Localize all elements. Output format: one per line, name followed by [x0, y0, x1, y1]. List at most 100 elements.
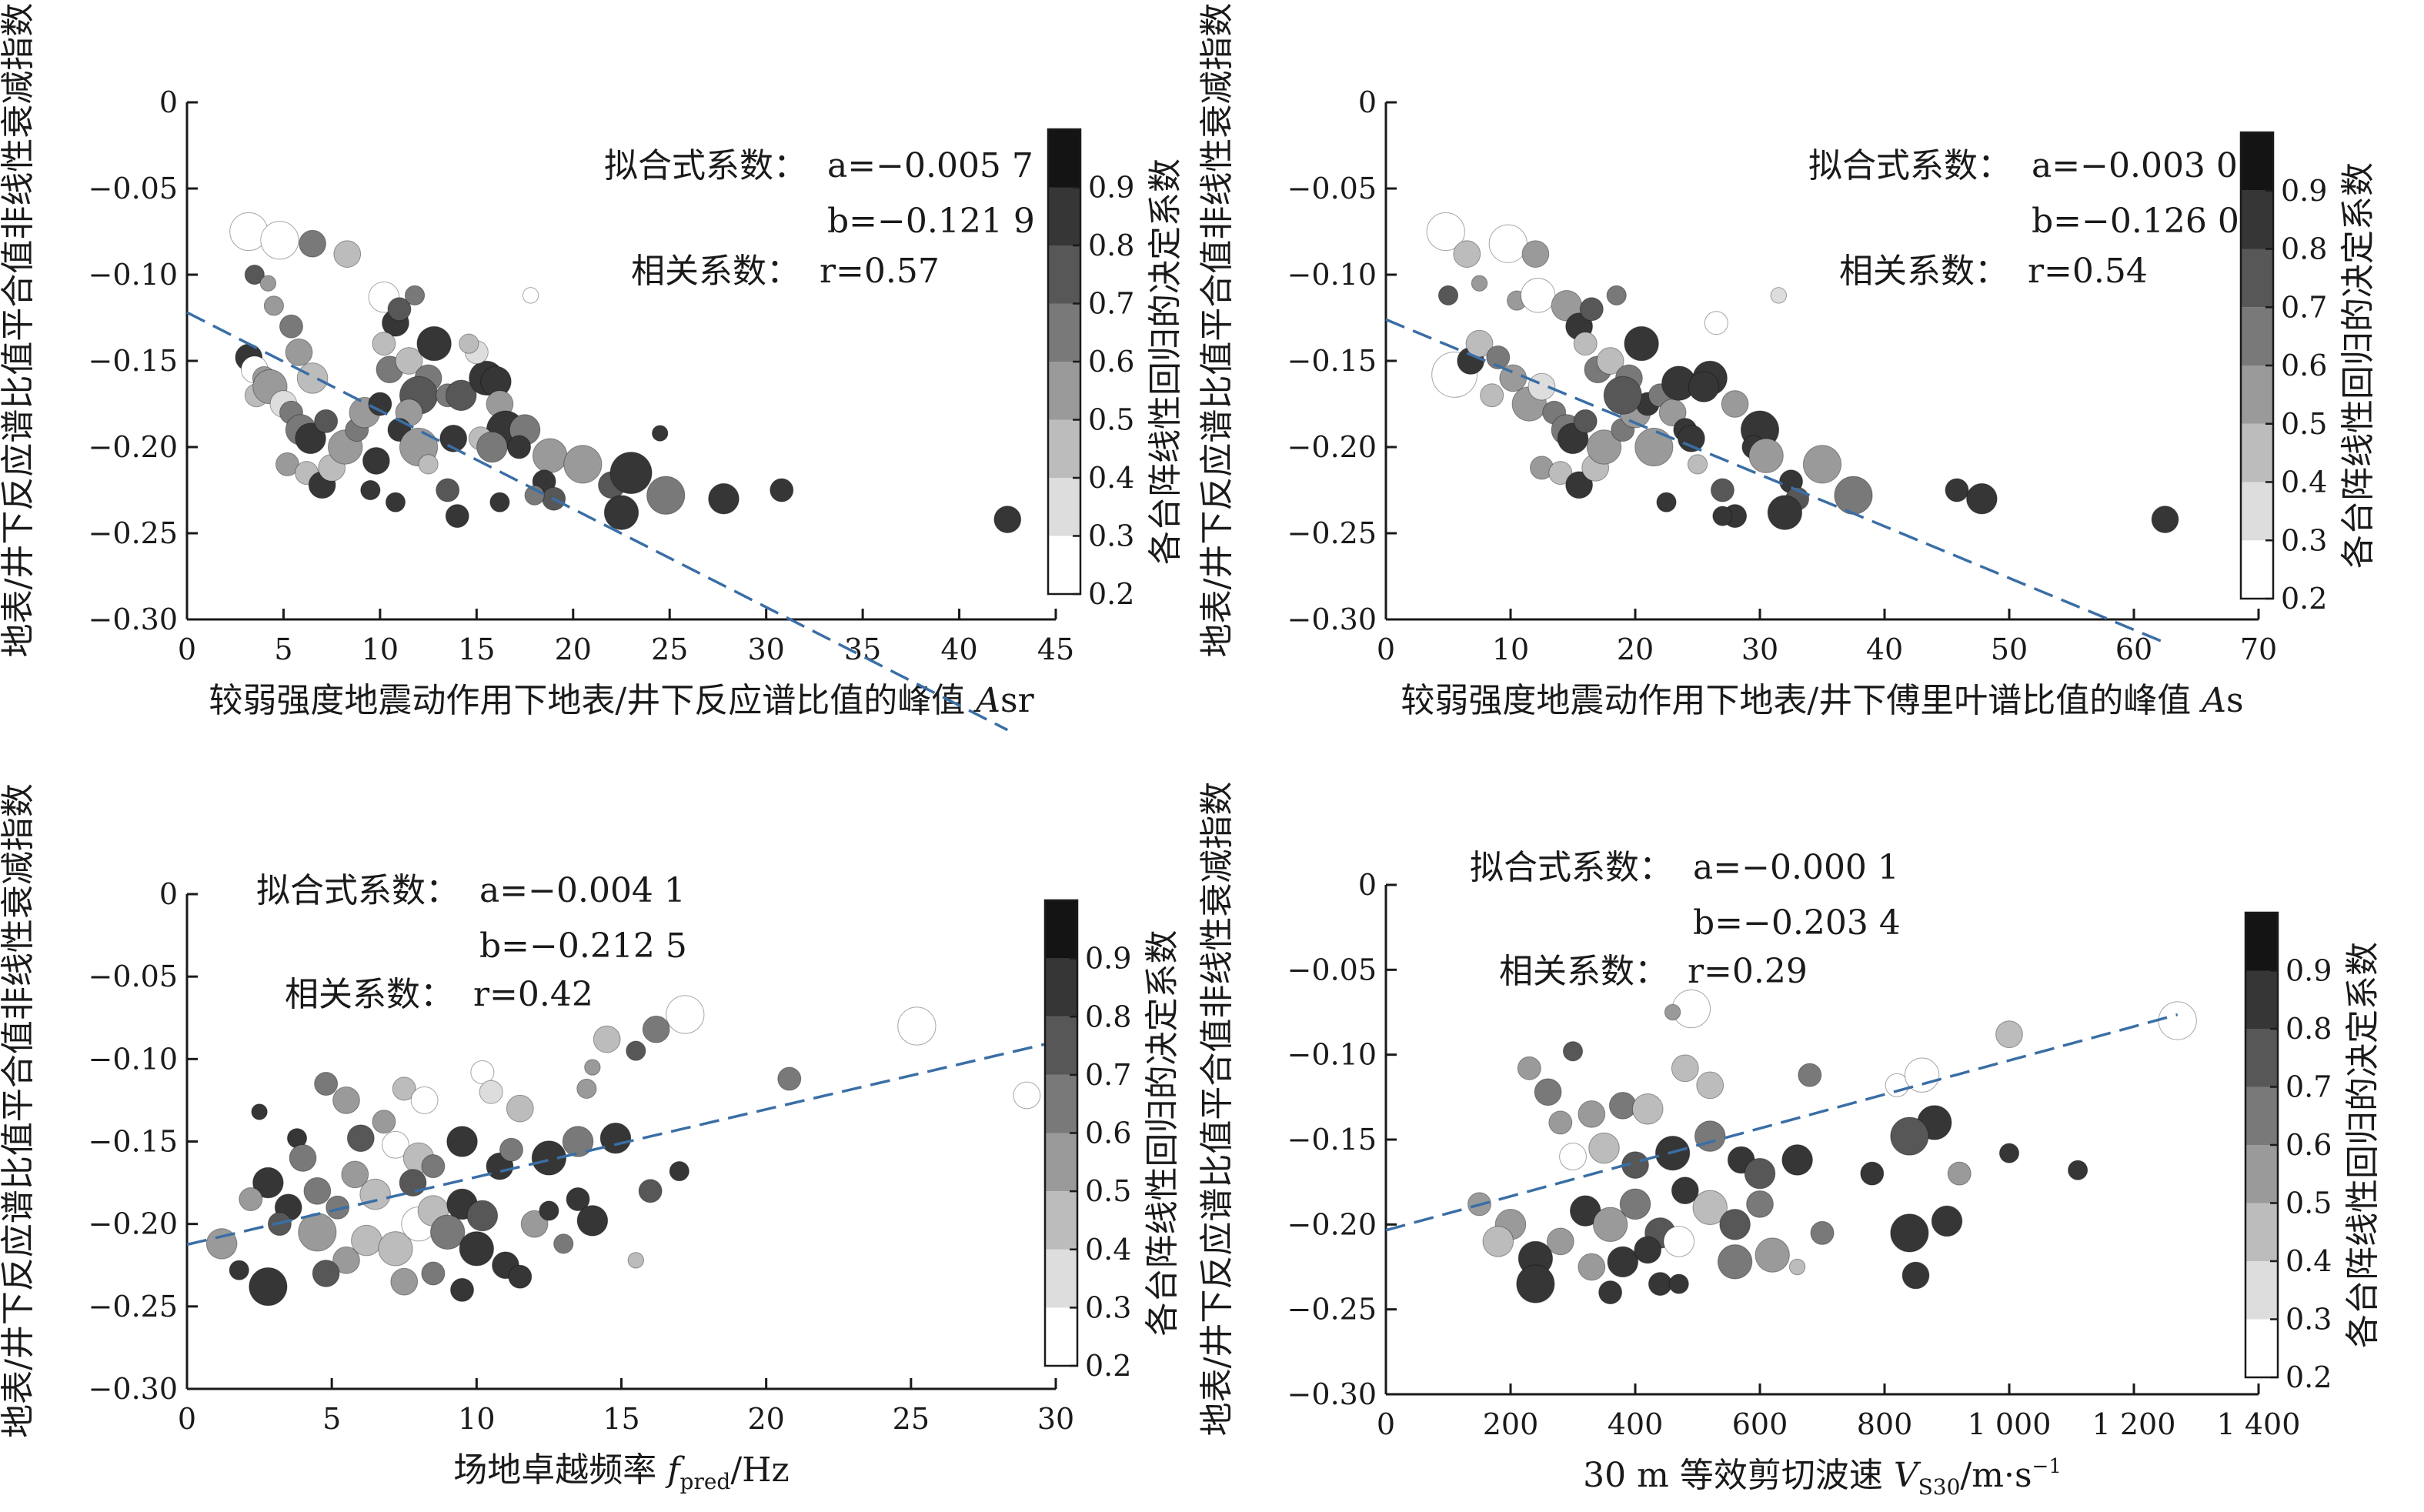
data-point — [439, 424, 468, 452]
colorbar-tick-label: 0.3 — [1085, 1290, 1131, 1324]
data-point — [1671, 1054, 1699, 1083]
correlation-label: 相关系数： — [285, 975, 454, 1014]
x-tick-label: 70 — [2240, 633, 2277, 666]
panel-4: 0−0.05−0.10−0.15−0.20−0.25−0.300 200 400 60… — [1197, 782, 2382, 1500]
data-point — [1573, 409, 1598, 433]
data-point — [436, 478, 460, 502]
x-tick-label: 800 — [1857, 1407, 1913, 1441]
data-point — [1546, 1227, 1574, 1256]
data-point — [1534, 1078, 1562, 1106]
data-point — [603, 495, 639, 530]
data-point — [638, 1179, 663, 1203]
data-point — [2151, 506, 2179, 533]
data-point — [593, 1025, 621, 1053]
colorbar-segment — [2241, 132, 2273, 191]
colorbar-segment — [2241, 365, 2273, 424]
data-point — [416, 325, 452, 362]
y-axis-label: 地表/井下反应谱比值平合值非线性衰减指数 — [1197, 3, 1237, 658]
data-point — [392, 1076, 416, 1101]
y-axis-label: 地表/井下反应谱比值平合值非线性衰减指数 — [0, 783, 38, 1438]
colorbar-segment — [2241, 307, 2273, 365]
fit-coefficient-b: b=−0.126 0 — [2032, 202, 2239, 241]
data-point — [1608, 1091, 1637, 1120]
x-axis-label-part: S30 — [1918, 1474, 1961, 1500]
data-point — [372, 332, 396, 356]
regression-line — [1385, 318, 2166, 644]
colorbar-tick-label: 0.9 — [1088, 171, 1134, 205]
data-point — [244, 264, 265, 285]
data-point — [897, 1006, 937, 1046]
colorbar-tick-label: 0.3 — [2281, 523, 2327, 557]
colorbar-segment — [1048, 303, 1080, 362]
colorbar-segment — [1048, 536, 1080, 594]
y-tick-label: −0.10 — [1287, 1038, 1377, 1072]
x-tick-label: 30 — [1741, 633, 1778, 666]
data-point — [499, 1137, 523, 1162]
data-point — [1663, 1226, 1694, 1257]
x-tick-label: 50 — [1991, 633, 2028, 666]
colorbar-segment — [1045, 1191, 1077, 1250]
data-point — [609, 452, 653, 495]
data-point — [399, 1169, 427, 1197]
colorbar-tick-label: 0.3 — [1088, 519, 1134, 553]
panel-3: 0−0.05−0.10−0.15−0.20−0.25−0.300 5 10 15 20 2… — [0, 783, 1182, 1494]
colorbar-segment — [1045, 1307, 1077, 1366]
data-point — [360, 479, 381, 501]
data-point — [508, 1264, 533, 1289]
data-point — [295, 422, 326, 455]
x-tick-label: 10 — [458, 1402, 495, 1436]
data-point — [332, 1086, 360, 1114]
y-tick-label: −0.10 — [88, 1042, 178, 1076]
data-point — [1648, 1272, 1672, 1297]
colorbar-tick-label: 0.9 — [2281, 174, 2327, 208]
data-point — [1658, 399, 1687, 427]
data-point — [489, 492, 510, 512]
data-point — [1721, 390, 1749, 418]
data-point — [430, 1214, 466, 1250]
x-axis-label: 30 m 等效剪切波速 VS30/m·s−1 — [1583, 1455, 2062, 1500]
regression-line — [1385, 1013, 2179, 1232]
data-point — [1598, 1280, 1623, 1305]
x-tick-label: 0 — [178, 1402, 196, 1436]
data-point — [275, 452, 299, 476]
data-point — [446, 1126, 478, 1157]
data-point — [445, 379, 477, 412]
colorbar-segment — [1045, 1016, 1077, 1075]
colorbar-tick-label: 0.6 — [1088, 345, 1134, 379]
colorbar-tick-label: 0.5 — [2285, 1187, 2332, 1220]
data-point — [372, 1110, 396, 1134]
data-point — [520, 1210, 549, 1238]
x-tick-label: 5 — [322, 1402, 341, 1436]
x-axis-label-part: /Hz — [730, 1450, 789, 1490]
x-axis-label-part: A — [2199, 681, 2226, 720]
data-point — [289, 1144, 317, 1172]
colorbar-segment — [1048, 478, 1080, 536]
data-point — [1770, 287, 1788, 304]
data-point — [1931, 1205, 1963, 1237]
colorbar-label: 各台阵线性回归的决定系数 — [1146, 159, 1185, 565]
data-point — [229, 1260, 249, 1280]
correlation-label: 相关系数： — [631, 252, 800, 291]
colorbar-segment — [2241, 249, 2273, 308]
colorbar-segment — [2241, 482, 2273, 541]
data-point — [993, 506, 1022, 533]
data-point — [1488, 224, 1528, 263]
y-tick-label: −0.15 — [1287, 344, 1377, 378]
x-tick-label: 1 200 — [2092, 1407, 2176, 1441]
colorbar-tick-label: 0.8 — [1085, 1000, 1131, 1033]
data-point — [1945, 478, 1969, 502]
x-tick-label: 20 — [555, 633, 592, 666]
data-point — [1710, 478, 1735, 502]
x-tick-label: 30 — [747, 633, 784, 666]
data-point — [599, 1122, 632, 1154]
data-point — [1596, 347, 1624, 375]
y-axis-label: 地表/井下反应谱比值平合值非线性衰减指数 — [1197, 782, 1237, 1437]
data-point — [1631, 1093, 1664, 1125]
data-point — [506, 1094, 534, 1123]
data-point — [669, 1160, 689, 1182]
regression-line — [186, 311, 1009, 732]
colorbar-segment — [2245, 1203, 2278, 1261]
colorbar-segment — [1045, 1074, 1077, 1133]
data-point — [1578, 1253, 1606, 1281]
